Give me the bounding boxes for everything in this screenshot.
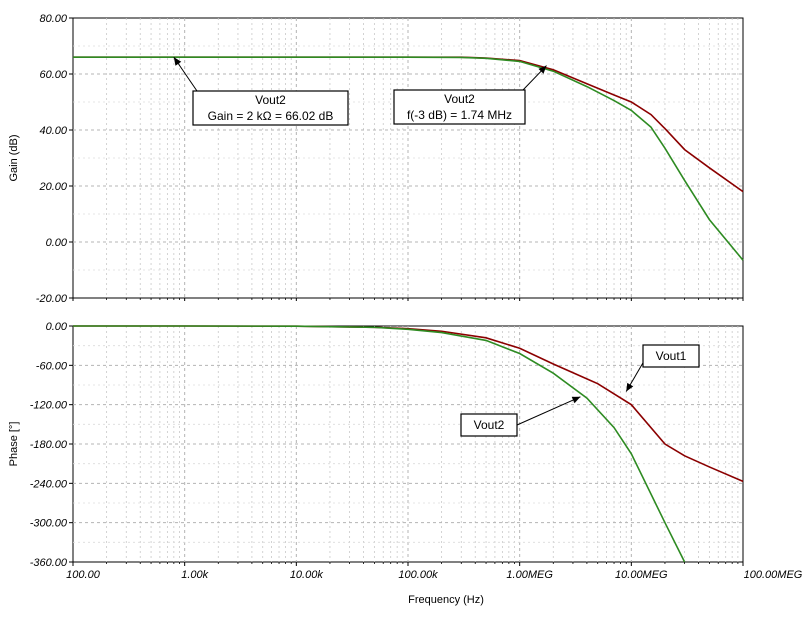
annotation-text: f(-3 dB) = 1.74 MHz — [407, 108, 512, 122]
annotation-box — [393, 89, 526, 125]
annotation-box — [192, 90, 349, 126]
x-tick-label: 10.00k — [290, 569, 324, 581]
x-tick-label: 1.00k — [181, 569, 208, 581]
y-tick-label: -60.00 — [36, 360, 68, 372]
phase-series — [73, 325, 744, 563]
x-tick-label: 1.00MEG — [506, 569, 553, 581]
y-tick-label: -120.00 — [30, 400, 68, 412]
y-tick-label: 60.00 — [39, 69, 67, 81]
gain-y-ticks: 80.00 60.00 40.00 20.00 0.00 -20.00 — [36, 13, 73, 305]
annotation-title: Vout2 — [444, 92, 475, 106]
annotation-box — [460, 413, 518, 437]
gain-y-axis-label: Gain (dB) — [8, 134, 20, 181]
annotation-arrow-line — [516, 396, 581, 426]
y-tick-label: 80.00 — [39, 13, 67, 25]
phase-y-ticks: 0.00 -60.00 -120.00 -180.00 -240.00 -300.00 -3… — [30, 321, 73, 569]
annotation-callout: Vout2 Gain = 2 kΩ = 66.02 dB — [173, 56, 349, 126]
annotation-callout: Vout2 — [460, 396, 581, 437]
x-tick-label: 100.00 — [66, 569, 101, 581]
phase-annotations: Vout1 Vout2 — [460, 344, 700, 437]
y-tick-label: -20.00 — [36, 293, 68, 305]
annotation-arrowhead — [538, 65, 547, 74]
y-tick-label: -300.00 — [30, 518, 68, 530]
y-tick-label: 0.00 — [46, 321, 68, 333]
annotation-arrowhead — [173, 57, 182, 66]
gain-panel: 80.00 60.00 40.00 20.00 0.00 -20.00 Vout2 Gain… — [8, 13, 744, 305]
series-line-vout2 — [73, 325, 686, 563]
y-tick-label: -180.00 — [30, 439, 68, 451]
annotation-box — [642, 344, 700, 368]
x-tick-label: 10.00MEG — [615, 569, 668, 581]
annotation-arrowhead — [626, 382, 634, 392]
annotation-callout: Vout2 f(-3 dB) = 1.74 MHz — [393, 65, 547, 125]
gain-series — [73, 56, 744, 261]
y-tick-label: -360.00 — [30, 557, 68, 569]
gain-annotations: Vout2 Gain = 2 kΩ = 66.02 dB Vout2 f(-3 dB)… — [173, 56, 547, 126]
phase-panel: 0.00 -60.00 -120.00 -180.00 -240.00 -300.00 -3… — [8, 321, 744, 569]
x-tick-label: 100.00k — [398, 569, 438, 581]
annotation-title: Vout2 — [474, 418, 505, 432]
annotation-callout: Vout1 — [625, 344, 700, 392]
y-tick-label: 40.00 — [39, 125, 67, 137]
phase-y-axis-label: Phase [°] — [8, 422, 20, 467]
gain-grid — [73, 18, 743, 298]
y-tick-label: -240.00 — [30, 478, 68, 490]
x-axis-label: Frequency (Hz) — [408, 594, 484, 606]
annotation-arrowhead — [571, 396, 581, 404]
annotation-title: Vout1 — [656, 349, 687, 363]
y-tick-label: 0.00 — [46, 237, 68, 249]
series-line-vout2 — [73, 56, 744, 261]
x-tick-label: 100.00MEG — [744, 569, 803, 581]
annotation-title: Vout2 — [255, 93, 286, 107]
y-tick-label: 20.00 — [38, 181, 67, 193]
annotation-text: Gain = 2 kΩ = 66.02 dB — [208, 109, 334, 123]
x-ticks: 100.00 1.00k 10.00k 100.00k 1.00MEG 10.00MEG 1… — [66, 298, 803, 581]
